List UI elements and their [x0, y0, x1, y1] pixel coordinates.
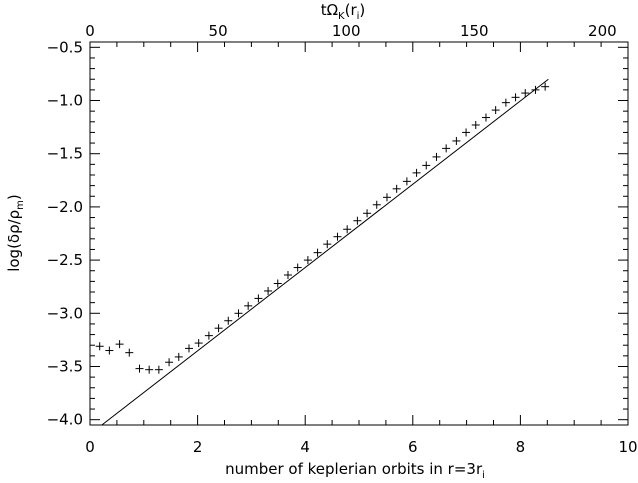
- top-tick-label: 150: [460, 22, 489, 40]
- data-point: [333, 232, 342, 241]
- y-axis-ticks: −4.0 −3.5 −3.0 −2.5 −2.0 −1.5 −1.0 −0.5: [47, 38, 628, 429]
- data-point: [541, 82, 550, 91]
- data-point: [432, 152, 441, 161]
- top-axis-label-subscript-k: K: [338, 11, 345, 22]
- x-axis-label-text: number of keplerian orbits in r=3r: [225, 460, 483, 478]
- data-point: [125, 348, 134, 357]
- data-point: [145, 365, 154, 374]
- x-tick-label: 2: [193, 438, 203, 456]
- data-point: [224, 316, 233, 325]
- fit-line: [101, 78, 549, 426]
- y-tick-label: −2.0: [47, 198, 83, 216]
- top-tick-label: 0: [85, 22, 95, 40]
- data-point: [214, 324, 223, 333]
- top-axis-label-text: tΩ: [321, 1, 338, 19]
- x-tick-label: 8: [516, 438, 526, 456]
- x-axis-ticks: 0 2 4 6 8 10: [85, 42, 638, 456]
- y-axis-label-text: log(δρ/ρ: [5, 210, 23, 272]
- y-tick-label: −3.0: [47, 304, 83, 322]
- data-point: [511, 93, 520, 102]
- data-point: [174, 352, 183, 361]
- top-tick-label: 50: [209, 22, 228, 40]
- x-tick-label: 6: [408, 438, 418, 456]
- data-point: [105, 346, 114, 355]
- data-point: [382, 193, 391, 202]
- data-markers: [95, 82, 550, 374]
- data-point: [293, 263, 302, 272]
- y-tick-label: −1.0: [47, 92, 83, 110]
- fit-line-layer: [101, 78, 549, 426]
- data-point: [273, 279, 282, 288]
- data-point: [184, 344, 193, 353]
- y-tick-label: −3.5: [47, 357, 83, 375]
- top-axis-ticks: 0 50 100 150 200: [85, 22, 616, 40]
- data-point: [283, 270, 292, 279]
- data-point: [353, 216, 362, 225]
- data-point: [204, 331, 213, 340]
- data-point: [323, 240, 332, 249]
- data-point: [95, 342, 104, 351]
- y-axis-label-subscript: m: [15, 200, 26, 210]
- data-point: [471, 120, 480, 129]
- top-tick-label: 100: [332, 22, 361, 40]
- y-tick-label: −4.0: [47, 411, 83, 429]
- y-tick-label: −1.5: [47, 145, 83, 163]
- y-tick-label: −0.5: [47, 38, 83, 56]
- y-tick-label: −2.5: [47, 251, 83, 269]
- data-point: [462, 128, 471, 137]
- x-tick-label: 4: [300, 438, 310, 456]
- x-tick-label: 10: [618, 438, 637, 456]
- data-point: [531, 85, 540, 94]
- data-point: [442, 144, 451, 153]
- data-point: [392, 184, 401, 193]
- data-point: [422, 161, 431, 170]
- data-point: [501, 98, 510, 107]
- x-axis-label: number of keplerian orbits in r=3ri: [225, 460, 485, 481]
- data-point: [234, 309, 243, 318]
- data-point: [363, 209, 372, 218]
- top-axis-label-subscript-i: i: [357, 11, 360, 22]
- top-axis-label-paren-close: ): [359, 1, 365, 19]
- data-point: [343, 225, 352, 234]
- data-point: [491, 106, 500, 115]
- x-axis-label-subscript: i: [482, 470, 485, 481]
- data-point: [402, 177, 411, 186]
- data-point: [135, 364, 144, 373]
- data-point: [303, 256, 312, 265]
- top-axis-label-paren-open: (r: [345, 1, 358, 19]
- data-point: [154, 365, 163, 374]
- data-point: [521, 89, 530, 98]
- data-point: [264, 286, 273, 295]
- data-point: [244, 301, 253, 310]
- data-point: [165, 358, 174, 367]
- y-axis-label-close: ): [5, 194, 23, 200]
- data-point: [481, 113, 490, 122]
- plot-frame: [89, 41, 629, 426]
- data-point: [115, 340, 124, 349]
- top-axis-label: tΩK(ri): [321, 1, 366, 22]
- data-point: [412, 168, 421, 177]
- top-tick-label: 200: [588, 22, 617, 40]
- data-point: [372, 200, 381, 209]
- x-tick-label: 0: [85, 438, 95, 456]
- data-point: [254, 294, 263, 303]
- y-axis-label: log(δρ/ρm): [5, 194, 26, 272]
- data-point: [313, 248, 322, 257]
- data-point: [452, 136, 461, 145]
- data-point: [194, 339, 203, 348]
